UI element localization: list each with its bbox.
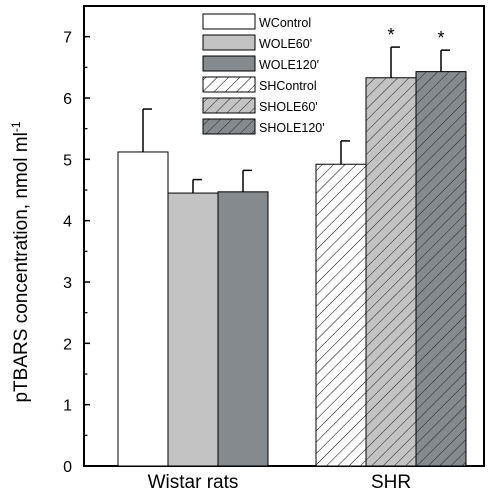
axes: 0 1 2 3 4 5 6 7 Wistar rats SHR — [63, 5, 485, 493]
legend-label: SHOLE60' — [259, 100, 318, 114]
y-axis-label-text: pTBARS concentration, nmol ml — [11, 132, 32, 402]
y-tick-label: 6 — [63, 91, 72, 108]
legend-label: SHOLE120' — [259, 121, 325, 135]
y-tick-label: 7 — [63, 30, 72, 47]
legend-swatch — [202, 55, 256, 72]
y-tick-label: 5 — [63, 152, 72, 169]
y-tick-label: 3 — [63, 275, 72, 292]
significance-marker: * — [437, 28, 444, 48]
legend-swatch — [202, 97, 256, 114]
bar — [167, 192, 219, 467]
y-tick-label: 4 — [63, 214, 72, 231]
legend-swatch — [202, 34, 256, 51]
y-axis-label-superscript: -1 — [9, 121, 23, 132]
significance-marker: * — [387, 25, 394, 45]
y-tick-label: 1 — [63, 398, 72, 415]
bar — [365, 77, 417, 467]
legend-swatch — [202, 13, 256, 30]
x-category-label: Wistar rats — [148, 472, 239, 493]
legend-label: WOLE60' — [259, 37, 312, 51]
bar — [117, 151, 169, 467]
legend-label: SHControl — [259, 79, 317, 93]
legend-swatch — [202, 76, 256, 93]
legend-label: WOLE120' — [259, 58, 319, 72]
x-category-label: SHR — [371, 472, 411, 493]
y-tick-label: 2 — [63, 336, 72, 353]
y-tick-label: 0 — [63, 459, 72, 476]
bars: * * — [117, 25, 467, 467]
legend-label: WControl — [259, 16, 311, 30]
bar — [217, 191, 269, 467]
legend-swatch — [202, 118, 256, 135]
y-axis-label: pTBARS concentration, nmol ml-1 — [9, 121, 32, 402]
legend: WControl WOLE60' WOLE120' SHControl SHOLE60'… — [202, 13, 325, 135]
bar — [315, 163, 367, 467]
plot-frame — [83, 5, 485, 467]
bar — [415, 71, 467, 467]
